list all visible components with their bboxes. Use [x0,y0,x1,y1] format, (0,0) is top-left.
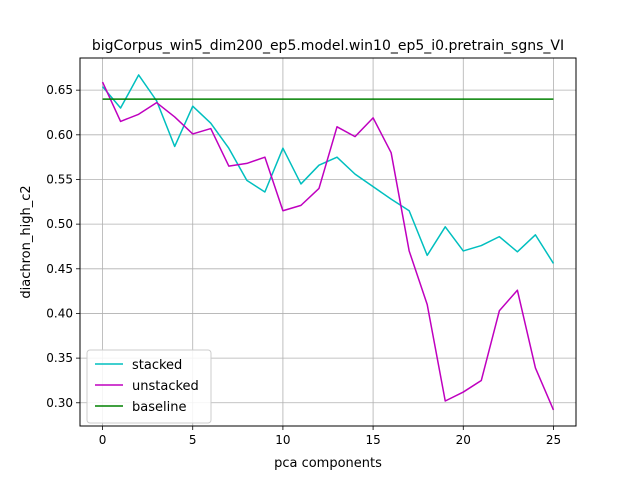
x-axis-label: pca components [274,456,382,471]
plot-frame [79,57,577,427]
x-tick-label: 10 [275,433,290,447]
x-axis: 0 5 10 15 20 25 [99,426,561,447]
y-tick-label: 0.35 [46,351,73,365]
y-tick-label: 0.45 [46,262,73,276]
y-tick-label: 0.55 [46,172,73,186]
y-axis-label: diachron_high_c2 [19,185,34,298]
legend-box [86,349,212,424]
legend-label: baseline [132,400,186,415]
chart-title: bigCorpus_win5_dim200_ep5.model.win10_ep… [92,38,564,54]
x-tick-label: 20 [456,433,471,447]
x-tick-label: 0 [99,433,107,447]
series-line-unstacked [101,81,555,411]
y-tick-label: 0.60 [46,128,73,142]
series-lines [101,74,555,411]
y-tick-label: 0.40 [46,306,73,320]
legend-label: unstacked [132,379,199,394]
series-line-stacked [101,74,555,264]
y-tick-label: 0.30 [46,396,73,410]
y-tick-label: 0.65 [46,83,73,97]
legend: stacked unstacked baseline [86,349,212,424]
x-tick-label: 5 [189,433,197,447]
y-tick-label: 0.50 [46,217,73,231]
x-tick-label: 15 [365,433,380,447]
legend-label: stacked [132,358,182,373]
y-axis: 0.30 0.35 0.40 0.45 0.50 0.55 0.60 0.65 [46,83,80,410]
x-tick-label: 25 [546,433,561,447]
